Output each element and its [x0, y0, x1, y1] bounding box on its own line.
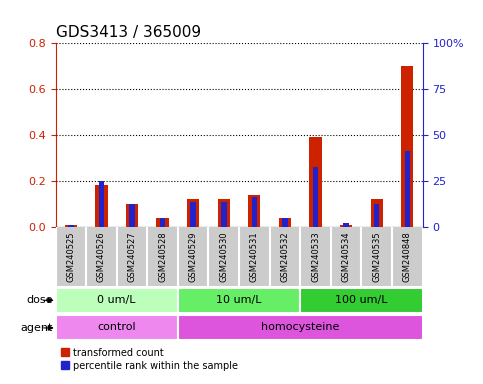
Bar [156, 218, 169, 227]
Bar [160, 218, 165, 227]
Bar [56, 288, 178, 313]
Bar [248, 195, 260, 227]
Legend: transformed count, percentile rank within the sample: transformed count, percentile rank withi… [60, 347, 239, 371]
Text: 10 um/L: 10 um/L [216, 295, 262, 305]
Text: control: control [98, 323, 136, 333]
Bar [300, 288, 423, 313]
Bar [221, 202, 227, 227]
Bar [340, 225, 352, 227]
Bar [129, 204, 135, 227]
Bar [313, 167, 318, 227]
Bar [65, 225, 77, 227]
Bar [99, 181, 104, 227]
Bar [126, 204, 138, 227]
Text: homocysteine: homocysteine [261, 323, 340, 333]
Text: GSM240530: GSM240530 [219, 231, 228, 282]
Bar [282, 218, 288, 227]
Bar [370, 199, 383, 227]
Text: GSM240848: GSM240848 [403, 231, 412, 282]
Bar [95, 185, 108, 227]
Text: GSM240527: GSM240527 [128, 231, 137, 282]
Text: agent: agent [21, 323, 53, 333]
Text: GSM240535: GSM240535 [372, 231, 381, 282]
Bar [252, 197, 257, 227]
Text: dose: dose [27, 295, 53, 305]
Bar [401, 66, 413, 227]
Text: 100 um/L: 100 um/L [335, 295, 388, 305]
Text: GSM240525: GSM240525 [66, 231, 75, 281]
Bar [178, 288, 300, 313]
Bar [310, 137, 322, 227]
Text: GSM240532: GSM240532 [281, 231, 289, 282]
Bar [279, 218, 291, 227]
Bar [374, 204, 380, 227]
Bar [56, 316, 178, 340]
Bar [405, 151, 410, 227]
Text: GSM240531: GSM240531 [250, 231, 259, 282]
Bar [68, 225, 73, 227]
Text: 0 um/L: 0 um/L [98, 295, 136, 305]
Bar [218, 199, 230, 227]
Bar [178, 316, 423, 340]
Text: GSM240529: GSM240529 [189, 231, 198, 281]
Text: GSM240533: GSM240533 [311, 231, 320, 282]
Text: GSM240528: GSM240528 [158, 231, 167, 282]
Bar [190, 202, 196, 227]
Text: GSM240526: GSM240526 [97, 231, 106, 282]
Bar [343, 223, 349, 227]
Text: GDS3413 / 365009: GDS3413 / 365009 [56, 25, 200, 40]
Text: GSM240534: GSM240534 [341, 231, 351, 282]
Bar [187, 199, 199, 227]
